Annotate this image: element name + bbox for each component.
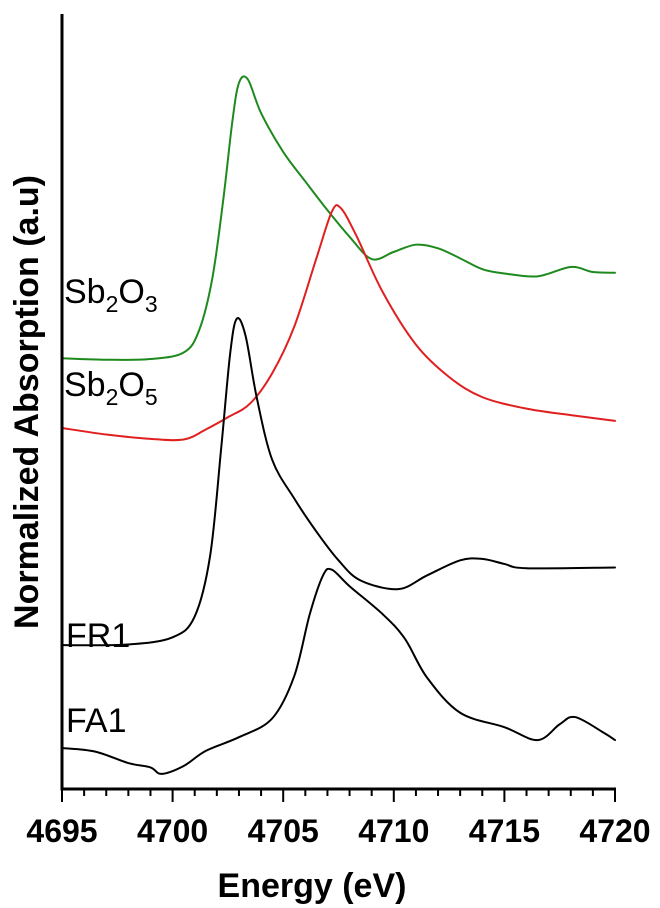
label-text: O: [118, 273, 144, 311]
label-subscript: 2: [106, 291, 119, 317]
series-line-sb2o5: [61, 204, 616, 442]
axes: 4695 4700 4705 4710 4715 4720: [26, 14, 651, 849]
x-axis-title: Energy (eV): [218, 867, 407, 905]
x-tick-label: 4705: [248, 813, 319, 849]
series-label-fr1: FR1: [66, 617, 130, 655]
plot-lines: [61, 75, 616, 775]
label-text: Sb: [64, 273, 106, 311]
series-line-fr1: [61, 317, 616, 647]
x-tick-label: 4700: [137, 813, 208, 849]
series-label-sb2o5: Sb2O5: [64, 366, 158, 410]
series-line-sb2o3: [61, 75, 616, 361]
label-text: O: [118, 366, 144, 404]
x-tick-label: 4720: [579, 813, 650, 849]
series-line-fa1: [61, 567, 616, 775]
x-tick-label: 4715: [469, 813, 540, 849]
x-tick-label: 4710: [358, 813, 429, 849]
y-axis-title: Normalized Absorption (a.u): [8, 175, 46, 629]
label-text: Sb: [64, 366, 106, 404]
series-label-fa1: FA1: [66, 702, 126, 740]
label-subscript: 3: [145, 291, 158, 317]
series-label-sb2o3: Sb2O3: [64, 273, 158, 317]
label-subscript: 5: [145, 384, 158, 410]
x-tick-label: 4695: [26, 813, 97, 849]
label-subscript: 2: [106, 384, 119, 410]
